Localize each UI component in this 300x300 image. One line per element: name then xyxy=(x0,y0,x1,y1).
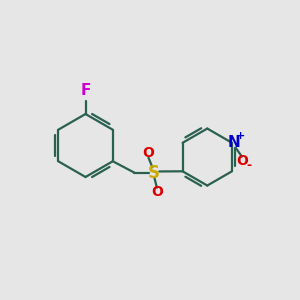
Text: N: N xyxy=(227,135,240,150)
Text: -: - xyxy=(247,159,252,172)
Text: O: O xyxy=(236,154,248,168)
Text: S: S xyxy=(148,164,160,181)
Text: O: O xyxy=(151,185,163,199)
Text: O: O xyxy=(142,146,154,160)
Text: +: + xyxy=(236,131,246,141)
Text: F: F xyxy=(80,83,91,98)
